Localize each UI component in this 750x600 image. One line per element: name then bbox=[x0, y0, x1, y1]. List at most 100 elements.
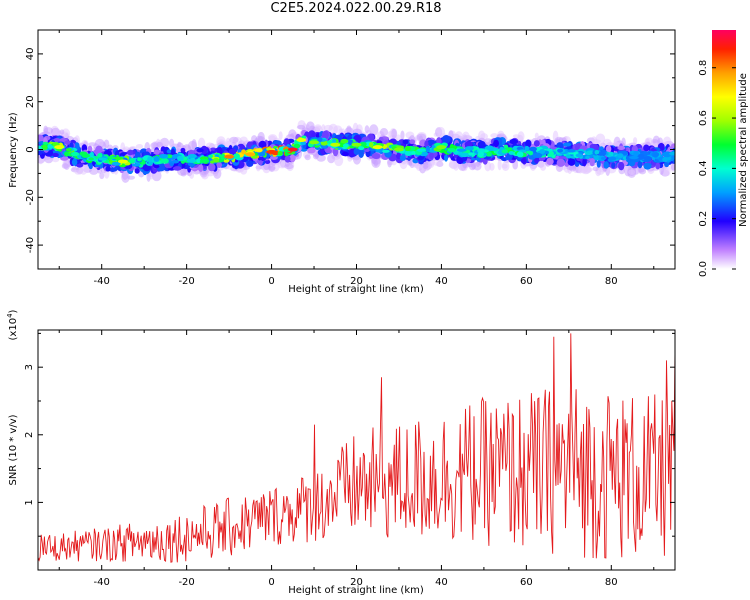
heatmap-halo-cell bbox=[189, 170, 195, 179]
heatmap-ridge-cell bbox=[508, 151, 515, 155]
snr-y-tick-label: 2 bbox=[24, 432, 35, 438]
snr-y-ticks: 1 2 3 bbox=[24, 332, 675, 537]
heatmap-ridge-cell bbox=[153, 155, 160, 162]
snr-y-tick-label: 1 bbox=[24, 499, 35, 505]
heatmap-halo-cell bbox=[475, 161, 481, 167]
heatmap-band-cell bbox=[637, 160, 643, 169]
spectrogram-x-tick-label: -40 bbox=[94, 276, 110, 287]
snr-y-multiplier: (x104) bbox=[6, 309, 19, 340]
heatmap-peak-cell bbox=[309, 140, 320, 145]
heatmap-peak-cell bbox=[117, 159, 128, 164]
heatmap-ridge-cell bbox=[342, 143, 349, 148]
heatmap-ridge-cell bbox=[629, 155, 639, 160]
heatmap-ridge-cell bbox=[557, 148, 564, 153]
heatmap-band-cell bbox=[71, 158, 78, 166]
heatmap-band-cell bbox=[228, 148, 238, 155]
heatmap-ridge-cell bbox=[208, 154, 213, 159]
heatmap-band-cell bbox=[264, 159, 271, 165]
heatmap-ridge-cell bbox=[220, 153, 226, 160]
heatmap-ridge-cell bbox=[594, 149, 600, 155]
heatmap-band-cell bbox=[207, 163, 216, 172]
heatmap-peak-cell bbox=[54, 145, 65, 150]
heatmap-halo-cell bbox=[391, 128, 398, 139]
heatmap-band-cell bbox=[289, 154, 296, 163]
heatmap-halo-cell bbox=[334, 155, 344, 167]
heatmap-ridge-cell bbox=[129, 158, 135, 164]
colorbar-tick-label: 0.4 bbox=[698, 160, 709, 176]
heatmap-halo-cell bbox=[38, 158, 44, 165]
spectrogram-x-tick-label: 20 bbox=[350, 276, 363, 287]
heatmap-halo-cell bbox=[103, 139, 110, 149]
heatmap-band-cell bbox=[52, 152, 59, 158]
heatmap-ridge-cell bbox=[171, 160, 180, 164]
heatmap-halo-cell bbox=[267, 165, 276, 171]
heatmap-ridge-cell bbox=[210, 160, 215, 164]
heatmap-halo-cell bbox=[540, 164, 546, 171]
heatmap-band-cell bbox=[399, 154, 406, 161]
heatmap-ridge-cell bbox=[317, 137, 323, 142]
heatmap-halo-cell bbox=[453, 161, 460, 171]
snr-y-multiplier-base: (x10 bbox=[8, 318, 19, 341]
heatmap-halo-cell bbox=[497, 159, 502, 171]
heatmap-peak-cell bbox=[330, 142, 341, 147]
heatmap-band-cell bbox=[525, 139, 532, 148]
heatmap-halo-cell bbox=[99, 172, 105, 180]
heatmap-ridge-cell bbox=[416, 148, 426, 152]
heatmap-peak-cell bbox=[351, 142, 362, 147]
heatmap-ridge-cell bbox=[358, 146, 365, 151]
heatmap-halo-cell bbox=[304, 154, 311, 161]
snr-x-axis-label: Height of straight line (km) bbox=[288, 585, 424, 596]
heatmap-band-cell bbox=[477, 140, 486, 150]
heatmap-ridge-cell bbox=[131, 163, 141, 167]
colorbar-tick-label: 0.0 bbox=[698, 261, 709, 277]
spectrogram-y-tick-label: -20 bbox=[25, 189, 36, 205]
snr-x-tick-label: 80 bbox=[605, 577, 618, 588]
spectrogram-x-axis-label: Height of straight line (km) bbox=[288, 284, 424, 295]
snr-y-axis-label: SNR (10 * v/v) bbox=[8, 414, 19, 485]
snr-y-multiplier-close: ) bbox=[8, 309, 19, 313]
heatmap-band-cell bbox=[482, 157, 488, 165]
heatmap-band-cell bbox=[618, 161, 625, 171]
heatmap-halo-cell bbox=[352, 155, 360, 161]
heatmap-ridge-cell bbox=[241, 149, 246, 155]
heatmap-band-cell bbox=[456, 155, 464, 165]
heatmap-ridge-cell bbox=[88, 157, 94, 161]
heatmap-band-cell bbox=[105, 166, 111, 172]
heatmap-band-cell bbox=[429, 152, 434, 160]
heatmap-halo-cell bbox=[284, 163, 294, 170]
heatmap-band-cell bbox=[95, 145, 103, 154]
heatmap-halo-cell bbox=[379, 128, 389, 137]
heatmap-peak-cell bbox=[224, 154, 235, 159]
svg-text:(x104): (x104) bbox=[6, 309, 19, 340]
heatmap-band-cell bbox=[198, 164, 204, 172]
spectrogram-y-ticks: -40 -20 0 20 40 bbox=[25, 29, 675, 270]
colorbar-ticks: 0.0 0.2 0.4 0.6 0.8 bbox=[698, 60, 736, 277]
heatmap-halo-cell bbox=[578, 163, 589, 174]
heatmap-ridge-cell bbox=[326, 140, 333, 144]
heatmap-ridge-cell bbox=[89, 151, 94, 158]
heatmap-ridge-cell bbox=[467, 152, 475, 156]
heatmap-ridge-cell bbox=[617, 153, 624, 159]
heatmap-band-cell bbox=[74, 142, 80, 150]
heatmap-band-cell bbox=[166, 149, 172, 154]
heatmap-ridge-cell bbox=[196, 158, 201, 164]
heatmap-ridge-cell bbox=[212, 157, 220, 163]
heatmap-band-cell bbox=[307, 147, 316, 154]
heatmap-ridge-cell bbox=[464, 146, 474, 151]
heatmap-ridge-cell bbox=[301, 135, 307, 139]
heatmap-band-cell bbox=[134, 167, 140, 174]
heatmap-band-cell bbox=[533, 140, 540, 147]
heatmap-ridge-cell bbox=[98, 157, 107, 161]
spectrogram-y-tick-label: 0 bbox=[25, 146, 36, 152]
heatmap-halo-cell bbox=[257, 131, 265, 142]
snr-x-tick-label: 20 bbox=[350, 577, 363, 588]
heatmap-ridge-cell bbox=[137, 157, 142, 162]
heatmap-ridge-cell bbox=[255, 148, 263, 153]
heatmap-halo-cell bbox=[327, 154, 336, 164]
heatmap-halo-cell bbox=[595, 133, 606, 144]
heatmap-halo-cell bbox=[229, 136, 239, 144]
heatmap-band-cell bbox=[493, 139, 499, 148]
heatmap-halo-cell bbox=[98, 139, 104, 147]
heatmap-halo-cell bbox=[400, 130, 405, 140]
snr-panel: -40 -20 0 20 40 60 80 1 2 3 Height of straight l… bbox=[6, 309, 676, 596]
